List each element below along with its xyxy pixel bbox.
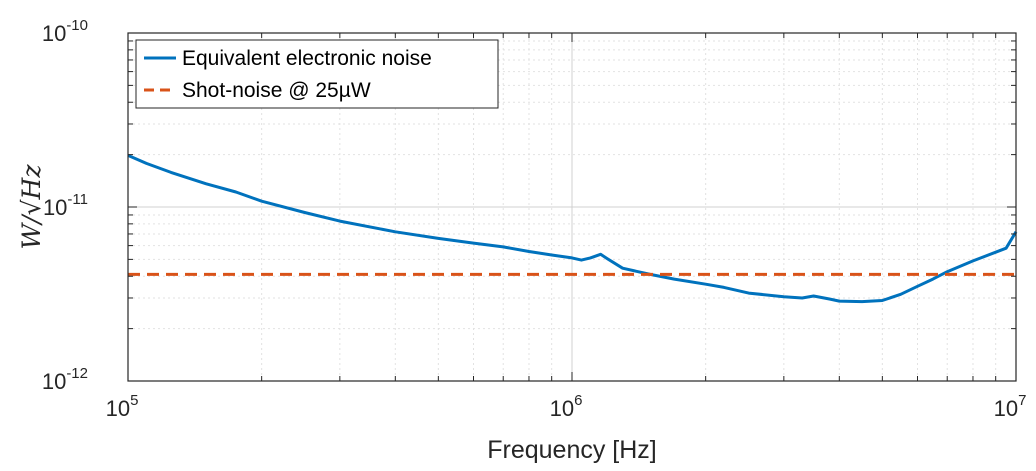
ticks: [128, 33, 1016, 381]
legend-label-equivalent-electronic-noise: Equivalent electronic noise: [182, 47, 432, 70]
grid: [128, 33, 1016, 381]
legend-label-shot-noise: Shot-noise @ 25µW: [182, 79, 371, 102]
series-line-equivalent-electronic-noise: [127, 154, 1018, 304]
legend-box: [135, 39, 499, 109]
series-layer: [127, 154, 1018, 304]
y-tick-label: 10-10: [42, 17, 88, 46]
legend: Equivalent electronic noise Shot-noise @…: [135, 39, 499, 109]
x-axis-label: Frequency [Hz]: [487, 436, 657, 464]
y-axis-label: W/√Hz: [17, 164, 46, 250]
